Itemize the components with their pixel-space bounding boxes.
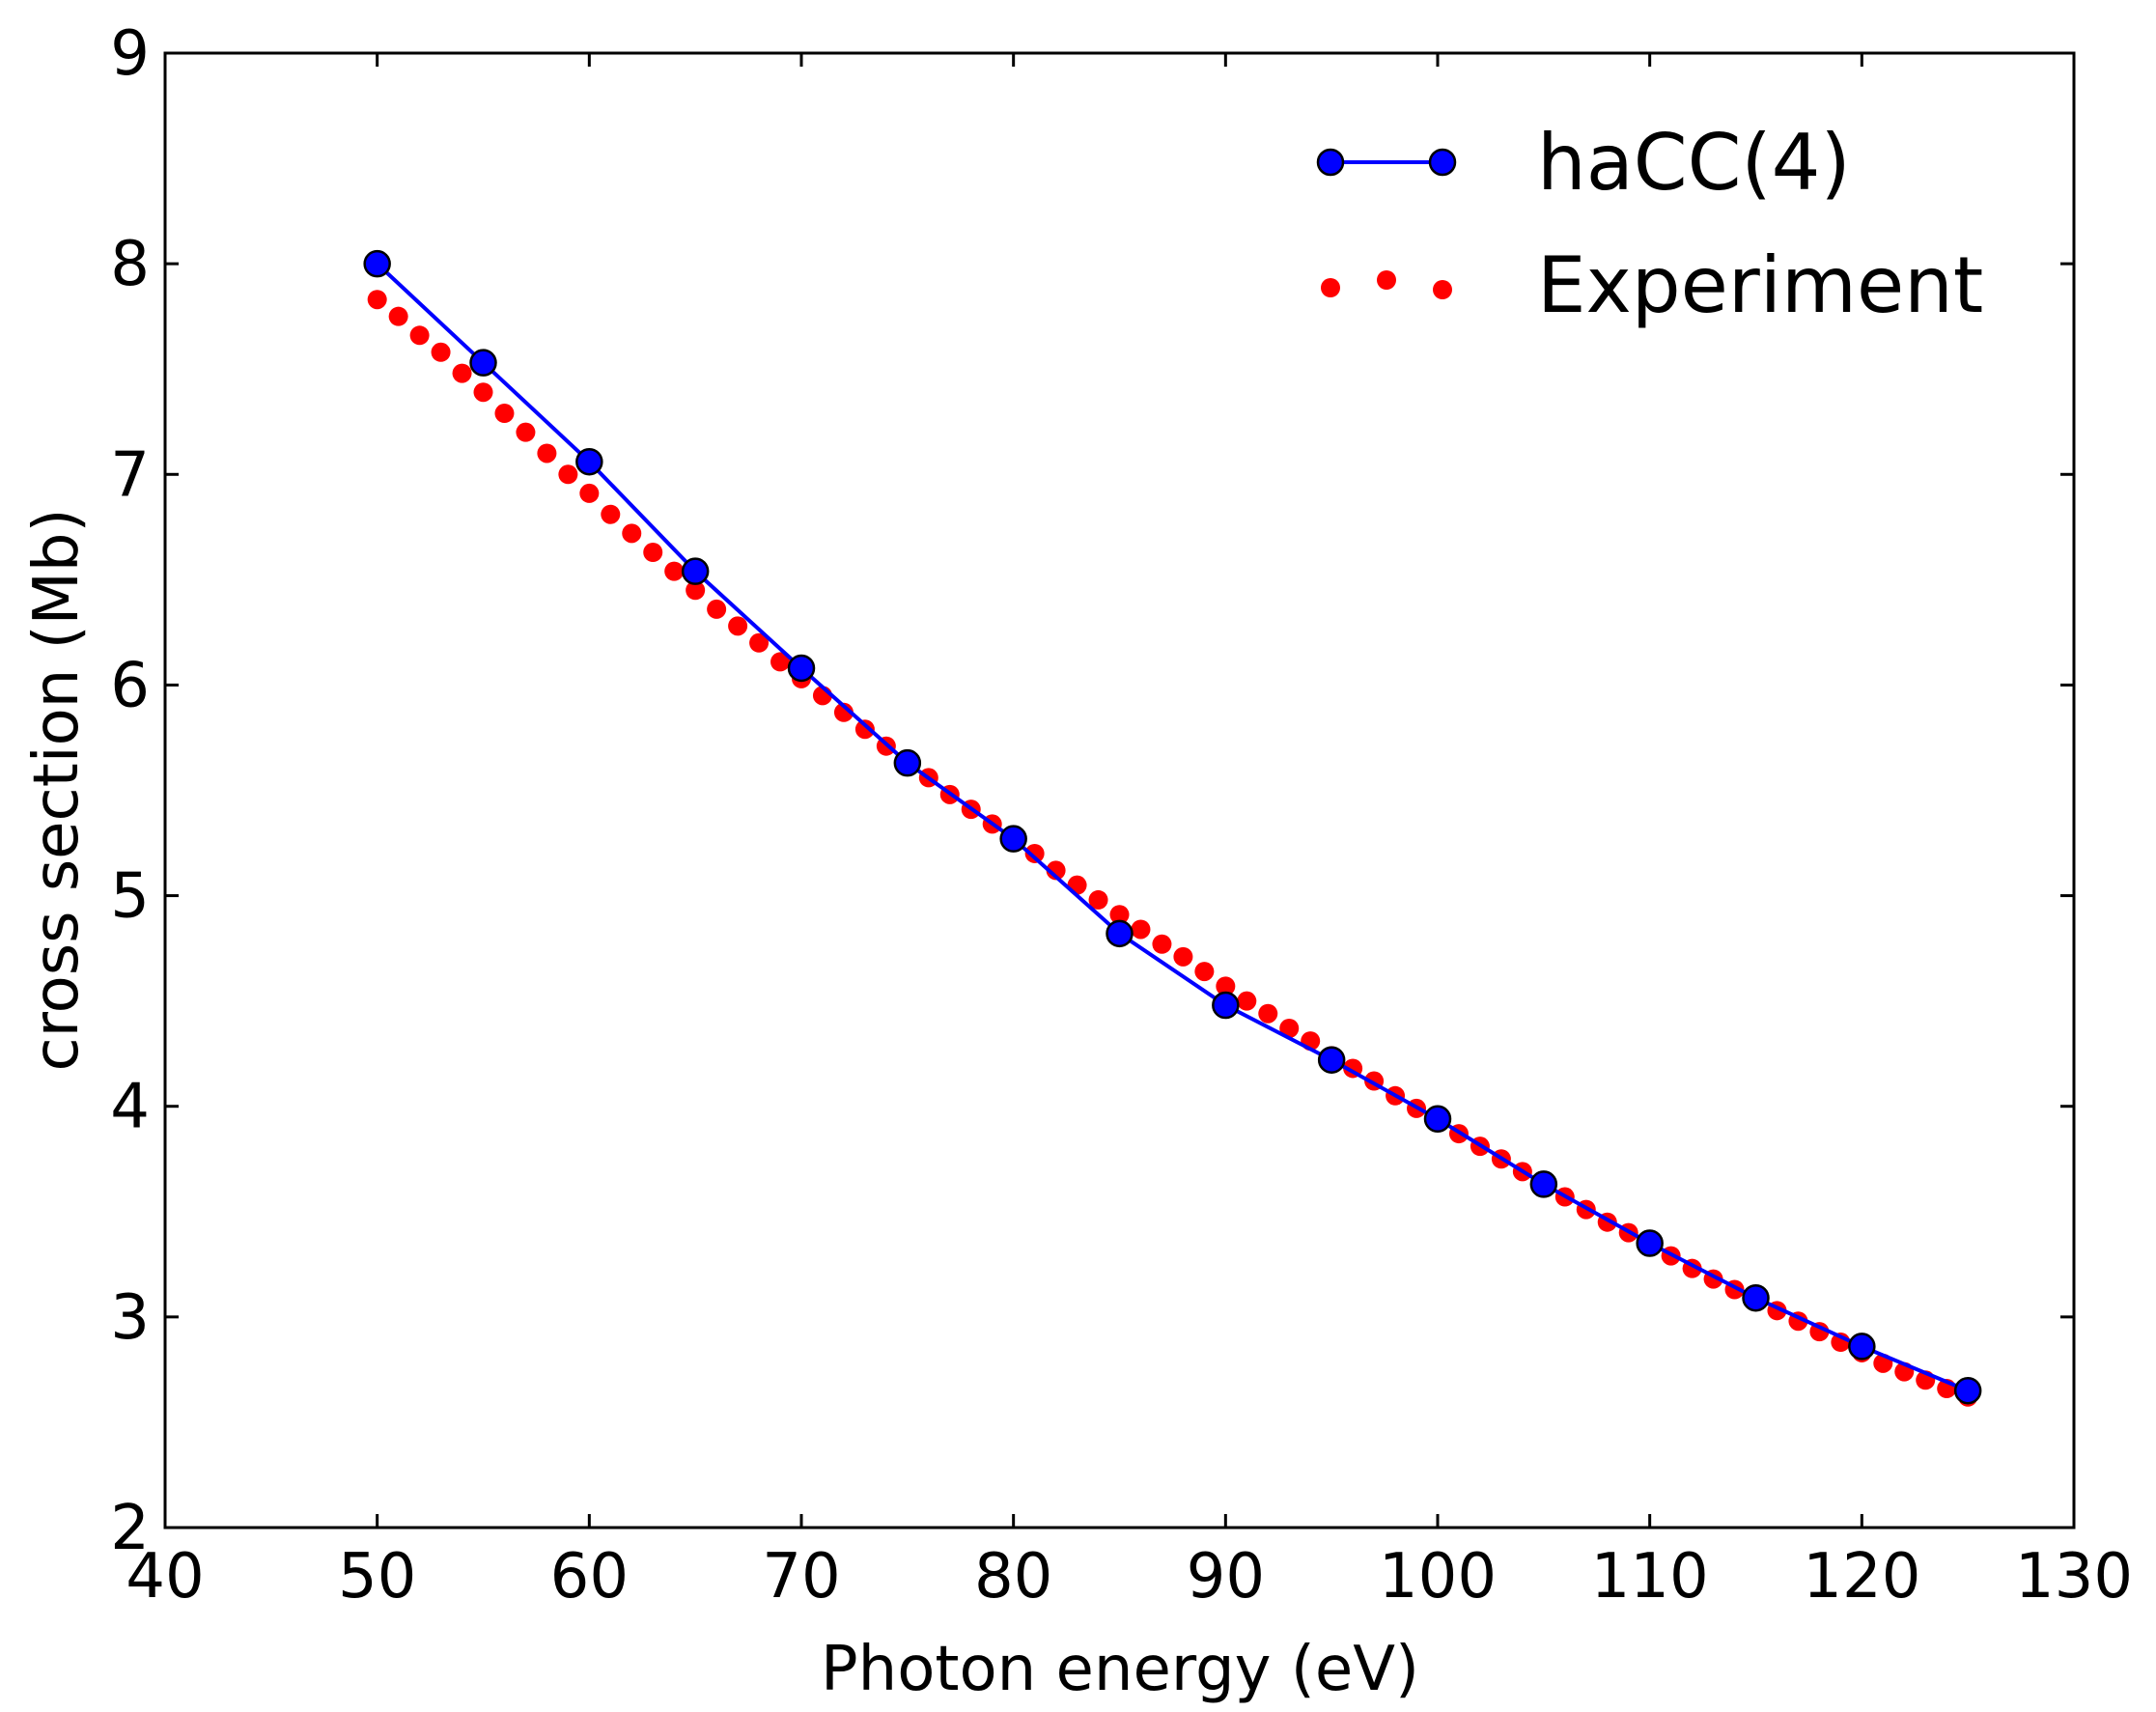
x-tick-label: 90 <box>1187 1541 1265 1613</box>
experiment-point <box>601 504 621 524</box>
experiment-point <box>707 599 727 619</box>
experiment-point <box>854 719 875 740</box>
hacc-point <box>575 447 603 476</box>
experiment-point <box>770 652 791 672</box>
hacc-point <box>1953 1376 1982 1405</box>
y-tick-label: 6 <box>110 650 150 721</box>
y-axis-label: cross section (Mb) <box>21 509 93 1072</box>
legend-dot-experiment <box>1433 280 1452 299</box>
legend-dot-experiment <box>1377 270 1396 290</box>
experiment-point <box>388 306 408 326</box>
hacc-point <box>1529 1170 1558 1198</box>
y-tick-label: 4 <box>110 1072 150 1143</box>
experiment-point <box>643 542 663 562</box>
x-tick-label: 40 <box>126 1541 204 1613</box>
experiment-point <box>749 632 770 653</box>
experiment-point <box>558 464 578 485</box>
legend-marker-hacc <box>1428 148 1457 177</box>
hacc-point <box>787 654 816 683</box>
experiment-point <box>833 702 854 722</box>
x-tick-label: 80 <box>974 1541 1052 1613</box>
experiment-point <box>1216 976 1236 996</box>
axes-frame <box>163 51 2076 1530</box>
experiment-point <box>1109 905 1130 925</box>
experiment-point <box>1024 843 1045 863</box>
x-tick-label: 120 <box>1803 1541 1920 1613</box>
experiment-point <box>1152 934 1172 954</box>
legend: haCC(4) Experiment <box>1316 118 1983 330</box>
legend-dot-experiment <box>1321 278 1340 297</box>
hacc-point <box>363 249 391 278</box>
y-tick-label: 2 <box>110 1493 150 1564</box>
legend-label-experiment: Experiment <box>1537 240 1983 330</box>
experiment-point <box>1279 1019 1300 1039</box>
x-tick-label: 130 <box>2015 1541 2133 1613</box>
x-tick-label: 110 <box>1591 1541 1709 1613</box>
experiment-point <box>622 523 642 544</box>
experiment-point <box>1088 889 1108 910</box>
hacc-point <box>999 825 1027 853</box>
experiment-point <box>473 382 493 403</box>
legend-marker-hacc <box>1316 148 1345 177</box>
x-axis-label: Photon energy (eV) <box>821 1634 1419 1705</box>
hacc-point <box>1848 1333 1876 1361</box>
plot-area <box>363 249 1982 1407</box>
y-tick-label: 9 <box>110 18 150 90</box>
experiment-point <box>579 483 600 503</box>
hacc-point <box>1212 991 1240 1020</box>
hacc-point <box>681 557 710 585</box>
experiment-point <box>409 325 430 346</box>
experiment-point <box>452 363 472 383</box>
experiment-point <box>1194 962 1215 982</box>
experiment-point <box>494 404 515 424</box>
legend-label-hacc: haCC(4) <box>1537 118 1851 208</box>
hacc-point <box>469 349 497 377</box>
x-tick-label: 70 <box>762 1541 840 1613</box>
x-axis: 40 50 60 70 80 90 100 110 120 130 <box>126 53 2133 1613</box>
hacc-point <box>1423 1105 1452 1134</box>
x-tick-label: 50 <box>338 1541 416 1613</box>
x-tick-label: 60 <box>550 1541 629 1613</box>
experiment-point <box>367 290 387 310</box>
hacc-point <box>1317 1046 1346 1074</box>
experiment-point <box>1173 946 1193 967</box>
experiment-point <box>516 422 536 442</box>
hacc-point <box>1636 1229 1664 1257</box>
x-tick-label: 100 <box>1379 1541 1497 1613</box>
experiment-point <box>1046 860 1066 881</box>
experiment-point <box>1237 991 1257 1011</box>
hacc-point <box>1106 919 1134 948</box>
hacc-point <box>893 748 922 777</box>
experiment-point <box>664 561 685 581</box>
experiment-point <box>431 342 451 362</box>
hacc-line <box>376 262 1969 1393</box>
experiment-point <box>1131 919 1151 940</box>
y-tick-label: 5 <box>110 861 150 933</box>
hacc-point <box>1742 1283 1770 1312</box>
experiment-point <box>1258 1003 1278 1024</box>
experiment-point <box>728 616 748 636</box>
y-tick-label: 3 <box>110 1282 150 1354</box>
experiment-point <box>686 580 706 601</box>
y-axis: 2 3 4 5 6 7 8 9 <box>110 18 2074 1564</box>
y-tick-label: 7 <box>110 439 150 511</box>
experiment-point <box>537 443 557 463</box>
y-tick-label: 8 <box>110 229 150 300</box>
